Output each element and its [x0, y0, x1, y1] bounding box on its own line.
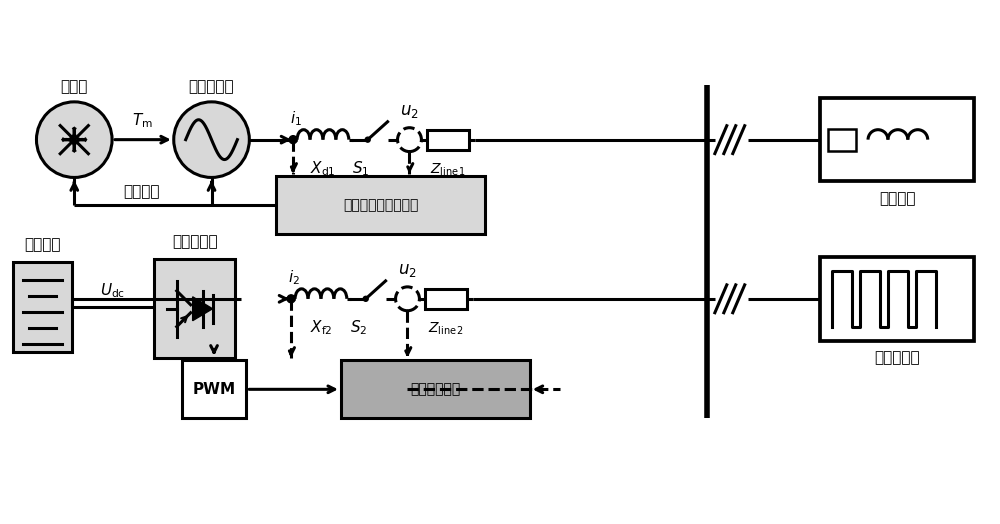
Text: $u_2$: $u_2$ [398, 261, 417, 279]
Bar [427, 130, 469, 149]
Bar [425, 289, 467, 309]
Text: 脉冲性负荷: 脉冲性负荷 [875, 351, 920, 366]
Circle shape [174, 102, 249, 178]
Text: $Z_{\mathrm{line\,2}}$: $Z_{\mathrm{line\,2}}$ [428, 321, 464, 337]
Circle shape [289, 136, 297, 144]
Text: $X_{\mathrm{d1}}$: $X_{\mathrm{d1}}$ [310, 159, 336, 178]
Text: $Z_{\mathrm{line\,1}}$: $Z_{\mathrm{line\,1}}$ [430, 161, 466, 178]
Bar [276, 177, 485, 234]
Text: 能量同步控制: 能量同步控制 [410, 383, 460, 396]
Bar [341, 361, 530, 418]
Text: 同步发电机: 同步发电机 [189, 79, 234, 94]
Text: PWM: PWM [192, 382, 236, 397]
Text: $U_{\mathrm{dc}}$: $U_{\mathrm{dc}}$ [100, 281, 126, 300]
Bar [154, 259, 235, 358]
Polygon shape [193, 297, 213, 321]
Text: 储能电池: 储能电池 [24, 237, 61, 252]
Text: 控制信号: 控制信号 [124, 184, 160, 199]
Text: $S_2$: $S_2$ [350, 319, 367, 337]
Circle shape [398, 128, 421, 151]
Circle shape [365, 137, 370, 142]
Text: 储能变换器: 储能变换器 [172, 234, 217, 249]
Text: $i_1$: $i_1$ [290, 109, 302, 128]
Text: $S_1$: $S_1$ [352, 159, 369, 178]
Text: 常规负荷: 常规负荷 [879, 191, 916, 206]
Bar [828, 129, 856, 150]
Text: 柴油机: 柴油机 [61, 79, 88, 94]
Circle shape [36, 102, 112, 178]
Text: $X_{\mathrm{f2}}$: $X_{\mathrm{f2}}$ [310, 319, 332, 337]
Text: $T_{\mathrm{m}}$: $T_{\mathrm{m}}$ [132, 111, 153, 130]
Bar [820, 98, 974, 181]
Circle shape [363, 296, 368, 301]
Circle shape [396, 287, 419, 311]
Circle shape [287, 295, 295, 303]
Bar [13, 262, 72, 352]
Bar [182, 361, 246, 418]
Text: $i_2$: $i_2$ [288, 268, 300, 287]
Text: 控制系统（黑笱化）: 控制系统（黑笱化） [343, 198, 418, 212]
Text: $u_2$: $u_2$ [400, 102, 419, 120]
Bar [820, 257, 974, 341]
